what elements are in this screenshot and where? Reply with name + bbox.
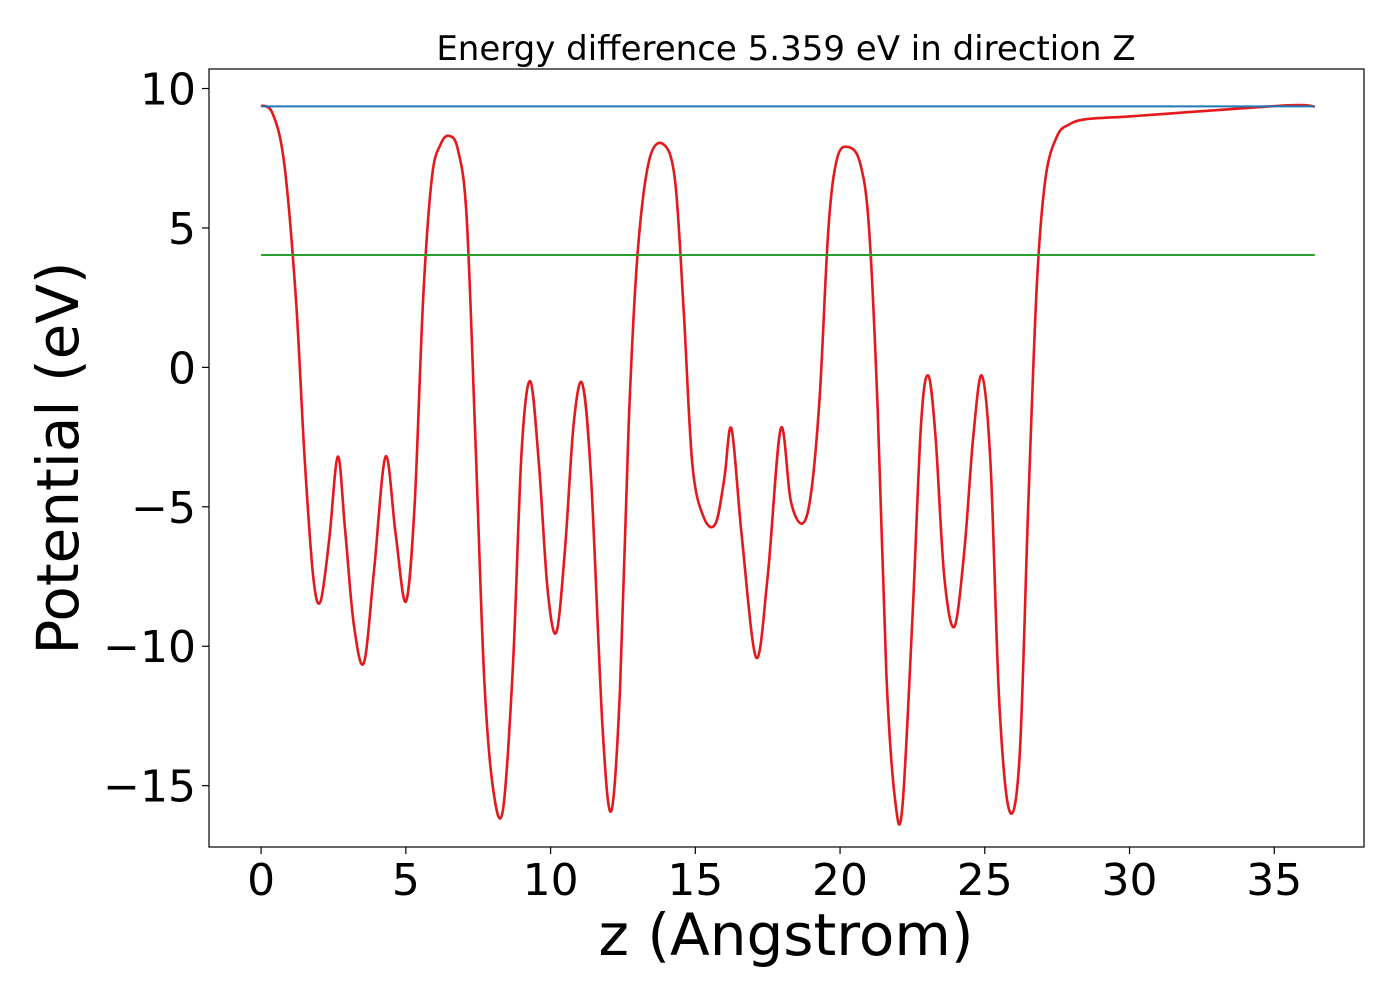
y-tick-label: 0 [168,343,196,394]
y-tick-label: −5 [131,483,196,534]
y-axis-label: Potential (eV) [24,261,92,654]
x-tick-label: 15 [667,855,723,906]
x-tick-label: 5 [392,855,420,906]
y-axis: 10 5 0 −5 −10 −15 [103,65,209,813]
y-tick-label: 10 [140,65,196,116]
x-axis: 0 5 10 15 20 25 30 35 [247,847,1302,906]
y-tick-label: −15 [103,762,196,813]
x-tick-label: 10 [523,855,579,906]
x-tick-label: 35 [1246,855,1302,906]
y-tick-label: −10 [103,622,196,673]
x-axis-label: z (Angstrom) [599,901,974,969]
x-tick-label: 20 [812,855,868,906]
x-tick-label: 30 [1102,855,1158,906]
x-tick-label: 0 [247,855,275,906]
chart-title: Energy difference 5.359 eV in direction … [436,29,1135,69]
potential-line [260,103,1316,826]
plot-frame [208,68,1365,848]
y-tick-label: 5 [168,204,196,255]
x-tick-label: 25 [957,855,1013,906]
